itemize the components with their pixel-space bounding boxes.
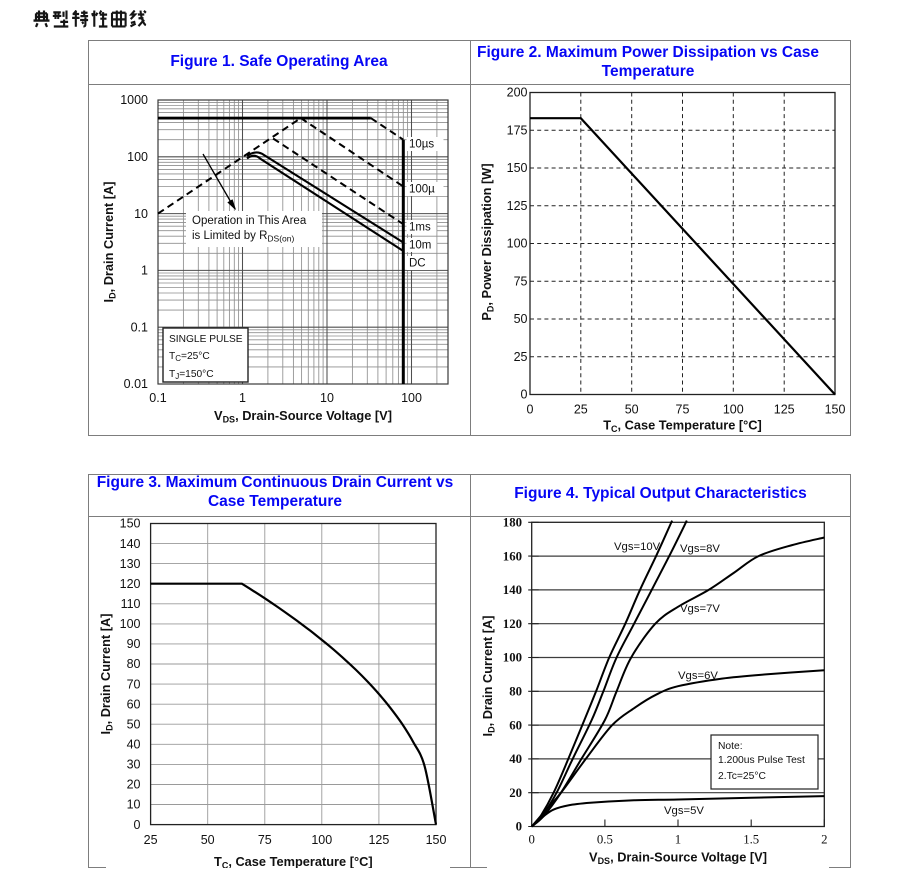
svg-text:180: 180 xyxy=(503,516,522,530)
svg-text:2.Tc=25°C: 2.Tc=25°C xyxy=(718,771,766,782)
svg-text:VDS, Drain-Source Voltage [V]: VDS, Drain-Source Voltage [V] xyxy=(589,850,767,867)
svg-text:ID, Drain Current [A]: ID, Drain Current [A] xyxy=(480,616,497,737)
svg-text:0.01: 0.01 xyxy=(124,377,148,391)
svg-text:DC: DC xyxy=(409,258,426,270)
svg-text:140: 140 xyxy=(503,583,522,597)
svg-text:SINGLE PULSE: SINGLE PULSE xyxy=(169,334,243,345)
svg-text:0: 0 xyxy=(134,818,141,832)
svg-text:Vgs=8V: Vgs=8V xyxy=(680,543,720,555)
svg-text:75: 75 xyxy=(676,403,690,417)
svg-text:TC, Case Temperature [°C]: TC, Case Temperature [°C] xyxy=(214,854,373,868)
svg-text:0: 0 xyxy=(516,820,522,834)
svg-text:10: 10 xyxy=(127,798,141,812)
svg-text:175: 175 xyxy=(507,124,528,138)
svg-text:25: 25 xyxy=(574,403,588,417)
svg-text:1: 1 xyxy=(141,264,148,278)
svg-text:0.5: 0.5 xyxy=(597,833,613,847)
svg-text:0: 0 xyxy=(527,403,534,417)
svg-text:40: 40 xyxy=(509,752,522,766)
svg-text:150: 150 xyxy=(120,517,141,531)
svg-text:125: 125 xyxy=(774,403,795,417)
svg-text:200: 200 xyxy=(507,86,528,100)
svg-text:100: 100 xyxy=(311,833,332,847)
svg-text:50: 50 xyxy=(201,833,215,847)
svg-text:1: 1 xyxy=(675,833,681,847)
svg-text:1ms: 1ms xyxy=(409,222,431,234)
svg-text:40: 40 xyxy=(127,738,141,752)
svg-text:50: 50 xyxy=(127,717,141,731)
svg-text:25: 25 xyxy=(144,833,158,847)
svg-text:100: 100 xyxy=(127,150,148,164)
svg-text:160: 160 xyxy=(503,549,522,563)
svg-text:100: 100 xyxy=(723,403,744,417)
svg-text:90: 90 xyxy=(127,637,141,651)
svg-text:1000: 1000 xyxy=(120,93,148,107)
svg-text:20: 20 xyxy=(509,786,522,800)
svg-text:125: 125 xyxy=(368,833,389,847)
svg-text:0.1: 0.1 xyxy=(149,391,166,405)
svg-text:ID, Drain Current [A]: ID, Drain Current [A] xyxy=(98,614,115,735)
svg-text:100µ: 100µ xyxy=(409,184,435,196)
svg-text:110: 110 xyxy=(121,597,141,611)
svg-text:0: 0 xyxy=(521,388,528,402)
svg-text:100: 100 xyxy=(401,391,422,405)
svg-text:20: 20 xyxy=(127,778,141,792)
svg-text:10m: 10m xyxy=(409,240,431,252)
svg-text:50: 50 xyxy=(514,312,528,326)
svg-text:70: 70 xyxy=(127,677,141,691)
svg-text:150: 150 xyxy=(825,403,846,417)
svg-text:100: 100 xyxy=(503,651,522,665)
svg-text:100: 100 xyxy=(120,617,141,631)
svg-text:TJ=150°C: TJ=150°C xyxy=(169,369,214,381)
svg-text:PD, Power Dissipation [W]: PD, Power Dissipation [W] xyxy=(479,163,496,320)
svg-text:100: 100 xyxy=(507,237,528,251)
svg-text:80: 80 xyxy=(127,657,141,671)
svg-text:10µs: 10µs xyxy=(409,139,434,151)
svg-text:10: 10 xyxy=(320,391,334,405)
svg-text:125: 125 xyxy=(507,199,528,213)
svg-text:60: 60 xyxy=(509,718,522,732)
svg-text:Vgs=7V: Vgs=7V xyxy=(680,603,720,615)
svg-text:75: 75 xyxy=(258,833,272,847)
svg-text:TC=25°C: TC=25°C xyxy=(169,351,210,363)
svg-text:0.1: 0.1 xyxy=(131,320,148,334)
svg-text:is Limited by RDS(on): is Limited by RDS(on) xyxy=(192,230,295,244)
svg-text:30: 30 xyxy=(127,758,141,772)
svg-text:80: 80 xyxy=(509,685,522,699)
svg-text:2: 2 xyxy=(821,833,827,847)
svg-text:VDS, Drain-Source Voltage [V]: VDS, Drain-Source Voltage [V] xyxy=(214,408,392,425)
svg-text:130: 130 xyxy=(120,557,141,571)
svg-text:Operation in This Area: Operation in This Area xyxy=(192,215,307,227)
svg-text:TC, Case Temperature [°C]: TC, Case Temperature [°C] xyxy=(603,418,762,435)
svg-text:120: 120 xyxy=(120,577,141,591)
svg-text:150: 150 xyxy=(507,161,528,175)
svg-text:Vgs=5V: Vgs=5V xyxy=(664,805,704,817)
svg-text:1.5: 1.5 xyxy=(743,833,759,847)
svg-text:50: 50 xyxy=(625,403,639,417)
svg-text:140: 140 xyxy=(120,537,141,551)
svg-text:1: 1 xyxy=(239,391,246,405)
svg-text:150: 150 xyxy=(426,833,447,847)
svg-text:Vgs=6V: Vgs=6V xyxy=(678,670,718,682)
svg-text:1.200us Pulse Test: 1.200us Pulse Test xyxy=(718,755,805,766)
svg-text:Vgs=10V: Vgs=10V xyxy=(614,541,661,553)
svg-text:120: 120 xyxy=(503,617,522,631)
svg-text:10: 10 xyxy=(134,207,148,221)
svg-text:ID, Drain Current [A]: ID, Drain Current [A] xyxy=(101,182,118,303)
svg-text:25: 25 xyxy=(514,350,528,364)
svg-text:Note:: Note: xyxy=(718,741,743,752)
svg-text:60: 60 xyxy=(127,697,141,711)
svg-text:0: 0 xyxy=(528,833,534,847)
svg-text:75: 75 xyxy=(514,274,528,288)
